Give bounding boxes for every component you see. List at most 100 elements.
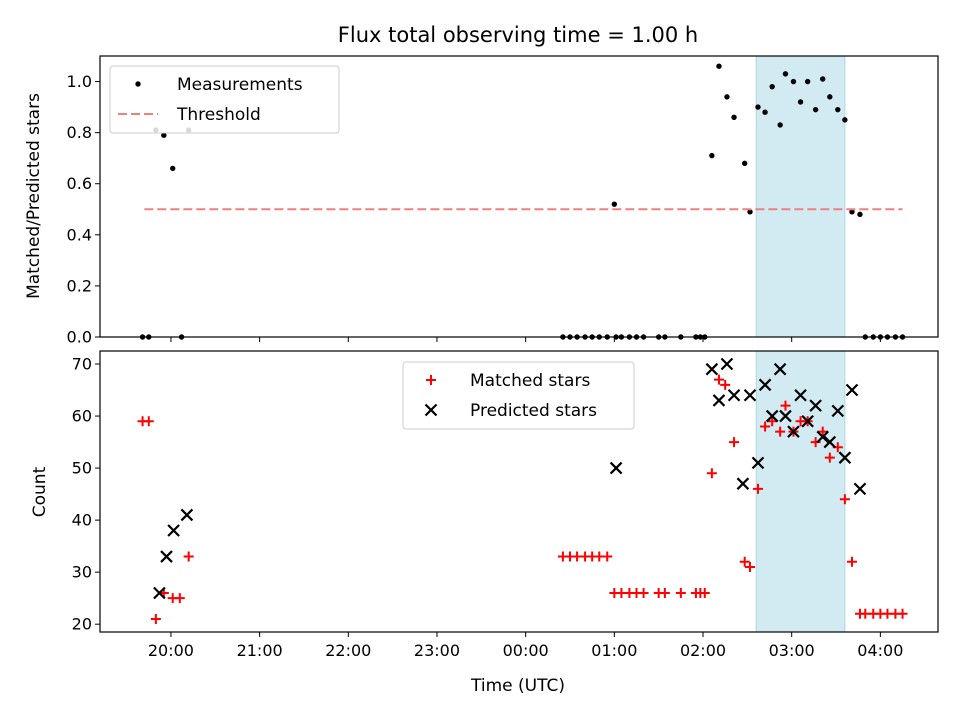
bottom-point-plus (760, 421, 771, 432)
bottom-point-x (751, 456, 765, 470)
bottom-point-plus (767, 416, 778, 427)
bottom-point-x (736, 477, 750, 490)
bottom-point-plus (739, 556, 750, 567)
bottom-y-tick-label: 70 (72, 355, 92, 374)
top-point-dot (857, 211, 863, 218)
top-point-dot (611, 201, 618, 207)
x-tick-label: 04:00 (857, 641, 903, 660)
top-point-dot (812, 106, 819, 113)
bottom-point-plus (846, 556, 857, 567)
top-point-dot (797, 99, 804, 105)
x-tick-label: 23:00 (414, 641, 460, 660)
bottom-y-tick-label: 40 (72, 511, 92, 530)
legend-label: Predicted stars (470, 401, 597, 421)
top-y-tick-label: 0.2 (67, 276, 92, 295)
bottom-axes-frame (99, 350, 939, 633)
top-point-dot (161, 132, 167, 138)
bottom-point-plus (638, 587, 649, 598)
top-legend: Measurements Threshold (109, 65, 340, 134)
bottom-point-x (153, 586, 166, 600)
bottom-point-x (773, 362, 787, 376)
bottom-y-axis-label: Count (30, 466, 50, 517)
bottom-y-tick-label: 60 (72, 407, 92, 426)
bottom-point-x (712, 394, 726, 407)
top-point-dot (777, 122, 783, 128)
bottom-point-x (720, 357, 734, 371)
bottom-point-x (838, 451, 852, 464)
bottom-point-x (779, 409, 792, 423)
x-tick-label: 22:00 (325, 641, 371, 660)
bottom-point-plus (150, 613, 161, 624)
x-tick-label: 00:00 (503, 641, 549, 660)
legend-marker-plus (426, 375, 436, 385)
bottom-point-x (609, 461, 623, 475)
bottom-point-plus (824, 452, 835, 463)
bottom-highlight-span (755, 350, 846, 633)
top-point-dot (820, 76, 826, 82)
x-axis-label: Time (UTC) (470, 676, 565, 696)
top-point-dot (755, 104, 761, 110)
top-point-dot (762, 109, 768, 115)
legend-box (402, 361, 635, 430)
bottom-point-x (816, 430, 829, 444)
bottom-point-x (845, 383, 859, 397)
chart-title: Flux total observing time = 1.00 h (338, 23, 698, 47)
bottom-point-x (180, 508, 194, 522)
legend-marker-x (424, 403, 438, 417)
top-point-dot (804, 78, 811, 85)
bottom-point-plus (699, 587, 710, 598)
top-point-dot (790, 78, 797, 85)
bottom-point-plus (713, 374, 724, 385)
top-y-tick-label: 0.8 (67, 123, 92, 142)
top-point-dot (842, 117, 848, 123)
x-tick-label: 20:00 (148, 641, 194, 660)
bottom-point-plus (752, 483, 763, 494)
top-y-tick-label: 0.4 (67, 225, 92, 244)
bottom-point-x (853, 482, 867, 496)
bottom-point-plus (729, 437, 740, 448)
legend-marker-dot (135, 81, 141, 87)
top-y-tick-label: 0.6 (67, 174, 92, 193)
bottom-point-x (831, 404, 845, 418)
legend-label: Threshold (176, 105, 261, 125)
bottom-point-plus (745, 561, 756, 572)
x-tick-label: 01:00 (591, 641, 637, 660)
bottom-y-tick-label: 20 (72, 615, 92, 634)
bottom-legend: Matched stars Predicted stars (402, 361, 635, 430)
bottom-point-x (809, 399, 822, 412)
top-point-dot (769, 83, 775, 90)
top-point-dot (731, 114, 737, 121)
bottom-point-x (758, 378, 772, 392)
legend-box (109, 65, 340, 134)
bottom-point-plus (659, 587, 670, 598)
bottom-point-plus (720, 379, 731, 390)
bottom-panel: 20 30 40 50 60 70 20:00 21:00 22:00 23:00 00:00 01:… (72, 350, 939, 660)
bottom-point-x (794, 388, 807, 402)
top-panel: 0.0 0.2 0.4 0.6 0.8 1.0 Measurements Threshold (67, 55, 939, 347)
bottom-point-plus (839, 494, 850, 505)
bottom-point-plus (775, 426, 786, 437)
bottom-point-x (705, 362, 719, 376)
top-y-axis-label: Matched/Predicted stars (24, 93, 44, 299)
top-axes-frame (99, 55, 939, 338)
bottom-y-tick-label: 50 (72, 459, 92, 478)
bottom-point-x (727, 388, 741, 402)
top-y-tick-label: 1.0 (67, 72, 92, 91)
top-point-dot (709, 152, 715, 159)
top-point-dot (849, 209, 855, 215)
x-tick-label: 21:00 (237, 641, 283, 660)
top-point-dot (782, 71, 789, 77)
bottom-point-plus (174, 593, 185, 604)
top-point-dot (724, 94, 730, 100)
legend-label: Measurements (177, 75, 303, 95)
x-tick-label: 02:00 (680, 641, 726, 660)
bottom-point-plus (780, 400, 791, 411)
top-y-tick-label: 0.0 (67, 328, 92, 347)
bottom-point-x (167, 524, 180, 537)
top-point-dot (835, 106, 841, 113)
legend-label: Matched stars (470, 371, 590, 391)
bottom-point-plus (143, 416, 154, 427)
top-point-dot (716, 63, 722, 69)
bottom-point-x (743, 388, 757, 402)
